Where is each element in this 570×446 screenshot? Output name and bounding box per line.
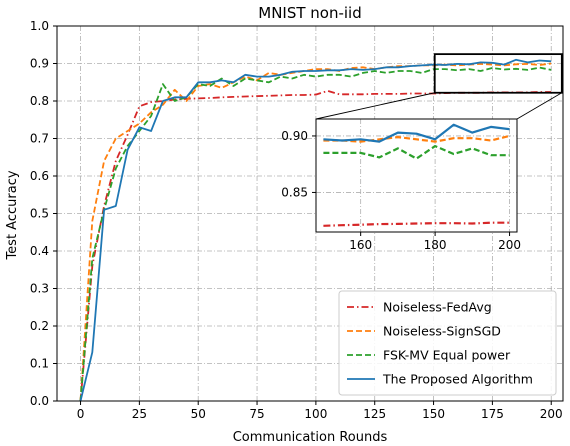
- y-tick-label: 0.1: [30, 357, 49, 371]
- series-line-fsk-mv-equal-power: [79, 66, 552, 402]
- y-tick-label: 0.4: [30, 244, 49, 258]
- x-tick-label: 100: [304, 407, 327, 421]
- x-tick-label: 25: [132, 407, 147, 421]
- y-tick-label: 0.6: [30, 169, 49, 183]
- inset-x-tick-label: 200: [498, 238, 521, 252]
- inset-y-tick-label: 0.90: [281, 129, 308, 143]
- y-axis-title: Test Accuracy: [5, 170, 20, 260]
- series-line-the-proposed-algorithm: [79, 58, 552, 402]
- legend-label: The Proposed Algorithm: [382, 372, 533, 387]
- y-tick-label: 0.8: [30, 94, 49, 108]
- x-tick-label: 200: [540, 407, 563, 421]
- inset-background: [316, 119, 517, 232]
- zoom-region-box: [433, 53, 563, 94]
- legend: Noiseless-FedAvg Noiseless-SignSGD FSK-MV …: [338, 290, 557, 396]
- zoom-connector-line: [315, 92, 435, 120]
- x-tick-label: 150: [422, 407, 445, 421]
- legend-box: [338, 290, 557, 396]
- inset-series-line-noiseless-fedavg: [323, 221, 510, 227]
- legend-label: Noiseless-FedAvg: [383, 300, 492, 315]
- legend-label: FSK-MV Equal power: [383, 348, 511, 363]
- x-tick-label: 175: [481, 407, 504, 421]
- y-tick-label: 0.9: [30, 57, 49, 71]
- y-tick-label: 0.5: [30, 207, 49, 221]
- legend-label: Noiseless-SignSGD: [383, 324, 501, 339]
- x-tick-label: 75: [249, 407, 264, 421]
- plot-frame: [56, 25, 564, 402]
- inset-x-tick-label: 180: [424, 238, 447, 252]
- y-tick-label: 0.7: [30, 132, 49, 146]
- x-tick-label: 125: [363, 407, 386, 421]
- x-tick-label: 0: [77, 407, 85, 421]
- inset-series-line-noiseless-signsgd: [323, 134, 510, 143]
- x-tick-label: 50: [191, 407, 206, 421]
- chart-title: MNIST non-iid: [258, 4, 362, 22]
- inset-x-tick-label: 160: [349, 238, 372, 252]
- y-tick-label: 0.0: [30, 394, 49, 408]
- zoom-connector-line: [516, 92, 563, 120]
- y-tick-label: 0.3: [30, 282, 49, 296]
- y-tick-label: 1.0: [30, 19, 49, 33]
- inset-y-tick-label: 0.85: [281, 185, 308, 199]
- inset-series-line-the-proposed-algorithm: [323, 123, 510, 143]
- inset-frame: [315, 118, 518, 233]
- y-tick-label: 0.2: [30, 319, 49, 333]
- inset-zoom-plot: 160 180 200 0.85 0.90: [281, 92, 563, 252]
- inset-series-line-fsk-mv-equal-power: [323, 145, 510, 160]
- x-axis-title: Communication Rounds: [233, 430, 388, 445]
- axis-ticks: 0 25 50 75 100 125 150 175 200 0.0 0.1 0.2 0.3 0.4 0.5…: [30, 19, 563, 421]
